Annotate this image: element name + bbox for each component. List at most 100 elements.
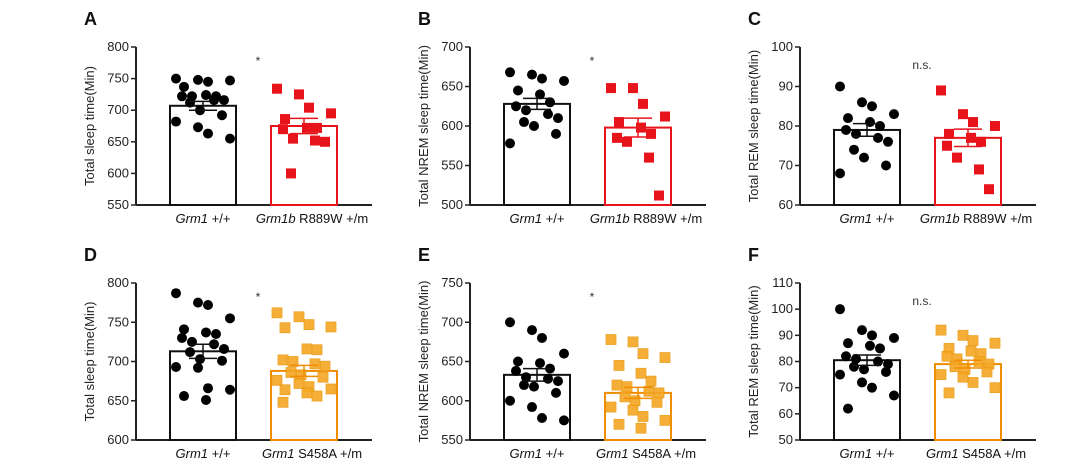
data-point	[967, 377, 979, 388]
data-point	[537, 332, 547, 343]
category-italic: Grm1	[840, 211, 873, 226]
data-point	[521, 372, 531, 383]
data-point	[867, 330, 877, 341]
significance-label: n.s.	[912, 58, 931, 72]
data-point	[883, 136, 893, 147]
data-point	[958, 109, 968, 120]
data-point	[287, 356, 299, 367]
data-point	[843, 338, 853, 349]
data-point	[286, 168, 296, 179]
significance-label: *	[256, 290, 261, 304]
y-tick-label: 700	[107, 354, 129, 369]
data-point	[277, 354, 289, 366]
category-label: Grm1b R889W +/m	[920, 211, 1032, 226]
data-point	[326, 108, 336, 119]
y-tick-label: 550	[107, 197, 129, 212]
data-point	[529, 121, 539, 131]
data-point	[612, 132, 622, 143]
data-point	[942, 140, 952, 151]
category-italic: Grm1b	[256, 211, 296, 226]
category-rest: +/+	[208, 211, 230, 226]
data-point	[543, 109, 553, 120]
data-point	[319, 360, 331, 372]
y-axis-label: Total NREM sleep time(Min)	[416, 45, 431, 207]
category-rest: S458A +/m	[628, 446, 696, 461]
data-point	[875, 343, 885, 354]
data-point	[559, 75, 569, 86]
data-point	[535, 358, 545, 369]
y-axis-label: Total NREM sleep time(Min)	[416, 281, 431, 443]
category-italic: Grm1b	[920, 211, 960, 226]
data-point	[857, 377, 867, 388]
data-point	[645, 375, 657, 387]
y-tick-label: 600	[107, 432, 129, 447]
y-tick-label: 650	[441, 79, 463, 94]
y-tick-label: 100	[771, 39, 793, 54]
category-label: Grm1 +/+	[510, 211, 565, 226]
panel-letter: F	[748, 245, 759, 265]
data-point	[835, 369, 845, 380]
panel-a: A Total sleep time(Min) 550 600 650 700 750 800…	[82, 9, 372, 226]
data-point	[627, 404, 639, 416]
panel-d: D Total sleep time(Min) 600 650 700 750 800 Grm…	[82, 245, 372, 461]
data-point	[511, 365, 521, 376]
y-tick-label: 700	[441, 39, 463, 54]
data-point	[619, 391, 631, 403]
data-point	[529, 381, 539, 392]
category-label: Grm1 +/+	[510, 446, 565, 461]
y-tick-label: 700	[441, 314, 463, 329]
data-point	[527, 325, 537, 336]
data-point	[304, 102, 314, 113]
data-point	[551, 387, 561, 398]
y-tick-label: 500	[441, 197, 463, 212]
category-label: Grm1b R889W +/m	[590, 211, 702, 226]
data-point	[976, 136, 986, 147]
data-point	[944, 128, 954, 139]
data-point	[857, 97, 867, 108]
data-point	[193, 122, 203, 133]
category-rest: +/+	[872, 446, 894, 461]
data-point	[179, 324, 189, 335]
data-point	[843, 113, 853, 124]
data-point	[527, 69, 537, 80]
data-point	[317, 371, 329, 383]
data-point	[293, 378, 305, 389]
data-point	[984, 184, 994, 195]
category-italic: Grm1	[176, 446, 209, 461]
data-point	[613, 360, 625, 371]
data-point	[203, 128, 213, 139]
data-point	[859, 364, 869, 375]
data-point	[835, 304, 845, 315]
y-tick-label: 90	[779, 327, 793, 342]
y-tick-label: 600	[107, 165, 129, 180]
panel-e: E Total NREM sleep time(Min) 550 600 650 700 7…	[416, 245, 706, 461]
data-point	[627, 336, 639, 348]
data-point	[605, 401, 617, 413]
data-point	[311, 390, 323, 402]
data-point	[889, 332, 899, 343]
panel-letter: D	[84, 245, 97, 265]
data-point	[941, 350, 953, 362]
category-rest: S458A +/m	[294, 446, 362, 461]
data-point	[989, 337, 1001, 349]
data-point	[867, 101, 877, 112]
data-point	[952, 152, 962, 163]
data-point	[225, 384, 235, 395]
data-point	[187, 336, 197, 347]
data-point	[320, 136, 330, 147]
category-italic: Grm1	[510, 211, 543, 226]
data-point	[294, 89, 304, 100]
data-point	[219, 95, 229, 106]
data-point	[185, 97, 195, 108]
data-point	[637, 411, 649, 422]
data-point	[559, 348, 569, 359]
y-tick-label: 600	[441, 393, 463, 408]
data-point	[867, 382, 877, 393]
y-tick-label: 70	[779, 158, 793, 173]
data-point	[325, 383, 337, 395]
data-point	[177, 91, 187, 102]
category-rest: R889W +/m	[630, 211, 703, 226]
data-point	[193, 74, 203, 85]
data-point	[185, 347, 195, 358]
data-point	[311, 344, 323, 356]
